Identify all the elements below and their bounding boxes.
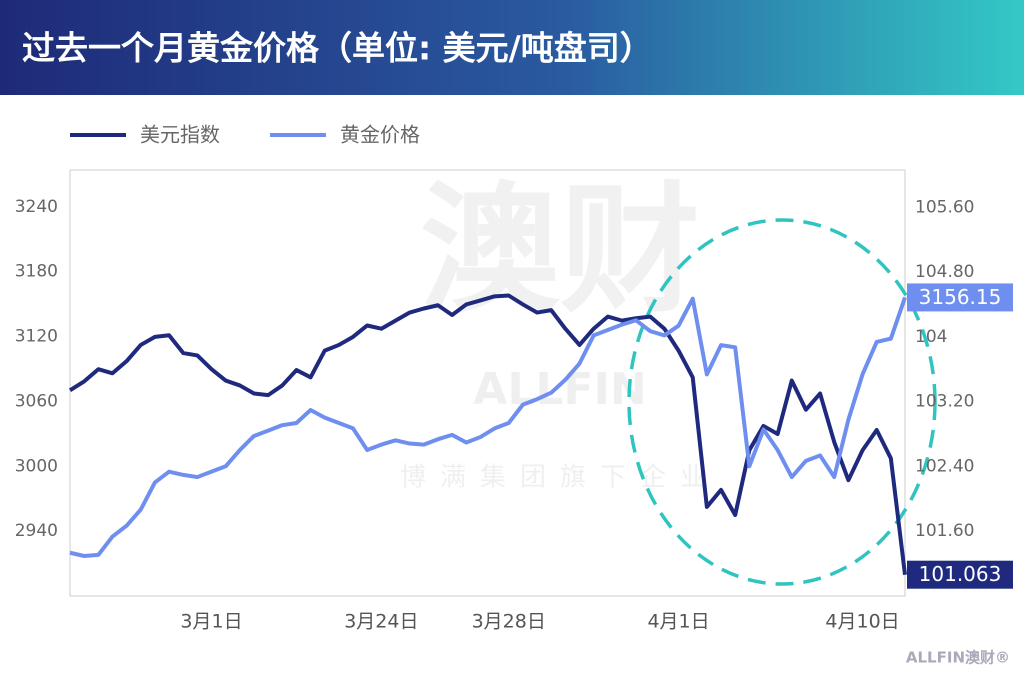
highlight-ellipse: [627, 218, 937, 586]
y-tick-label: 3240: [15, 197, 58, 217]
plot-frame: [69, 169, 906, 597]
y-tick-label: 3180: [15, 262, 58, 282]
end-label: 3156.15: [919, 285, 1002, 309]
x-tick-label: 4月1日: [647, 611, 709, 633]
end-label-box: [907, 283, 1013, 312]
y2-tick-label: 103.20: [915, 392, 974, 412]
watermark-sub: ALLFIN: [473, 364, 646, 415]
legend-label: 美元指数: [140, 123, 220, 147]
y2-tick-label: 104.80: [915, 262, 974, 282]
header: [0, 0, 1024, 95]
y-tick-label: 3000: [15, 456, 58, 476]
series-line: [68, 293, 907, 575]
y-tick-label: 3120: [15, 327, 58, 347]
series-line: [69, 296, 907, 558]
x-tick-label: 4月10日: [825, 611, 899, 633]
end-label: 101.063: [919, 562, 1002, 586]
end-label-box: [907, 560, 1013, 589]
watermark-tag: 博满集团旗下企业: [400, 463, 720, 493]
y2-tick-label: 104: [915, 327, 947, 347]
y2-tick-label: 105.60: [915, 197, 974, 217]
x-tick-label: 3月24日: [344, 611, 418, 633]
x-tick-label: 3月28日: [472, 611, 546, 633]
brand: ALLFIN澳财®: [906, 649, 1010, 667]
y-tick-label: 2940: [15, 521, 58, 541]
y2-tick-label: 101.60: [915, 521, 974, 541]
y-tick-label: 3060: [15, 391, 58, 411]
y2-tick-label: 102.40: [915, 456, 974, 476]
legend-label: 黄金价格: [340, 123, 420, 147]
x-tick-label: 3月1日: [180, 611, 242, 633]
chart-title: 过去一个月黄金价格（单位: 美元/吨盘司）: [22, 29, 653, 68]
